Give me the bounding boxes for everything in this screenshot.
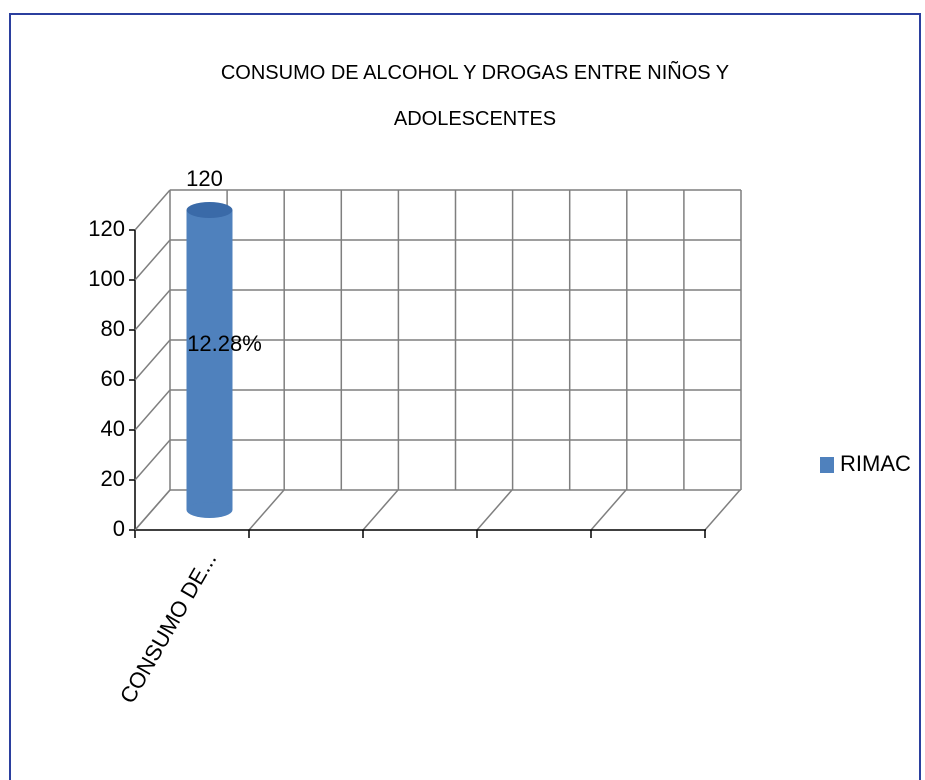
y-tick-label: 100: [88, 266, 125, 291]
floor-line: [704, 489, 741, 531]
data-label: 120: [186, 166, 223, 191]
floor-line: [248, 489, 285, 531]
floor-line: [476, 489, 513, 531]
bar: [186, 210, 233, 510]
grid-line-side: [134, 239, 171, 281]
grid-line-side: [134, 489, 171, 531]
x-tick-label: CONSUMO DE...: [115, 548, 222, 708]
grid-line-side: [134, 189, 171, 231]
annotation: 12.28%: [187, 331, 262, 356]
y-tick-label: 0: [113, 516, 125, 541]
y-tick-label: 60: [101, 366, 125, 391]
bar-base: [186, 502, 233, 518]
frame: [9, 13, 921, 780]
legend-label: RIMAC: [840, 451, 911, 476]
y-tick-label: 20: [101, 466, 125, 491]
y-tick-label: 40: [101, 416, 125, 441]
grid-line-side: [134, 389, 171, 431]
floor-line: [362, 489, 399, 531]
grid-line-side: [134, 289, 171, 331]
chart-title: CONSUMO DE ALCOHOL Y DROGAS ENTRE NIÑOS …: [220, 62, 730, 130]
grid-line-side: [134, 439, 171, 481]
floor-line: [590, 489, 627, 531]
grid-line-side: [134, 339, 171, 381]
y-tick-label: 80: [101, 316, 125, 341]
legend-swatch: [820, 457, 834, 473]
y-tick-label: 120: [88, 216, 125, 241]
bar-top: [186, 202, 233, 218]
